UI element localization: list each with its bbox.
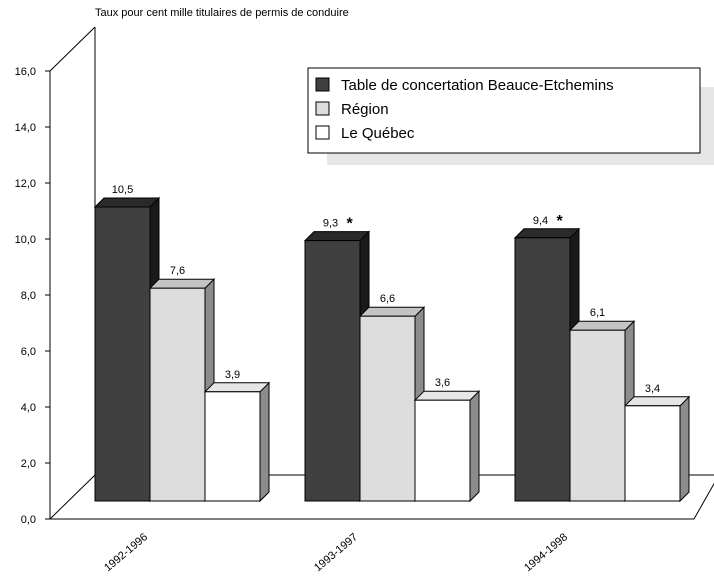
value-label: 6,6 — [380, 293, 395, 305]
legend-label: Table de concertation Beauce-Etchemins — [341, 77, 614, 94]
x-tick-label: 1993-1997 — [312, 531, 360, 574]
y-tick-label: 16,0 — [15, 66, 36, 78]
y-tick-label: 0,0 — [21, 514, 36, 526]
legend-swatch — [315, 77, 330, 92]
bar-top — [148, 278, 216, 289]
value-label: 7,6 — [170, 265, 185, 277]
bar-top — [623, 396, 691, 407]
x-tick-label: 1992-1996 — [102, 531, 150, 574]
bar-top — [358, 306, 426, 317]
value-label: 3,6 — [435, 377, 450, 389]
bar-top — [303, 231, 371, 242]
value-label: 3,4 — [645, 383, 660, 395]
bar-top — [413, 390, 481, 401]
x-tick-label: 1994-1998 — [522, 531, 570, 574]
bar — [624, 405, 681, 502]
y-tick-label: 8,0 — [21, 290, 36, 302]
bar-top — [203, 382, 271, 393]
bar-top — [568, 320, 636, 331]
chart-subtitle: Taux pour cent mille titulaires de permi… — [95, 7, 349, 19]
bar — [304, 240, 361, 502]
value-label: 9,3 — [323, 218, 338, 230]
bar — [204, 391, 261, 502]
bar — [359, 315, 416, 502]
bar — [569, 329, 626, 502]
y-tick-label: 2,0 — [21, 458, 36, 470]
bar-top — [93, 197, 161, 208]
legend-swatch — [315, 125, 330, 140]
value-label: 10,5 — [112, 184, 133, 196]
bar — [94, 206, 151, 502]
legend-label: Région — [341, 101, 389, 118]
bar-side — [469, 389, 480, 503]
wall-top-edge — [49, 26, 96, 72]
y-tick-label: 10,0 — [15, 234, 36, 246]
value-label: 9,4 — [533, 215, 548, 227]
y-tick-label: 6,0 — [21, 346, 36, 358]
y-tick-label: 12,0 — [15, 178, 36, 190]
bar — [149, 287, 206, 502]
bar-side — [679, 395, 690, 503]
value-label: 6,1 — [590, 307, 605, 319]
bar — [514, 237, 571, 502]
legend-label: Le Québec — [341, 125, 415, 142]
bar-side — [259, 381, 270, 503]
bar — [414, 399, 471, 502]
bar-top — [513, 228, 581, 239]
legend-box — [307, 67, 701, 154]
legend-swatch — [315, 101, 330, 116]
significance-star: * — [347, 216, 354, 233]
significance-star: * — [557, 213, 564, 230]
value-label: 3,9 — [225, 369, 240, 381]
y-tick-label: 4,0 — [21, 402, 36, 414]
y-tick-label: 14,0 — [15, 122, 36, 134]
